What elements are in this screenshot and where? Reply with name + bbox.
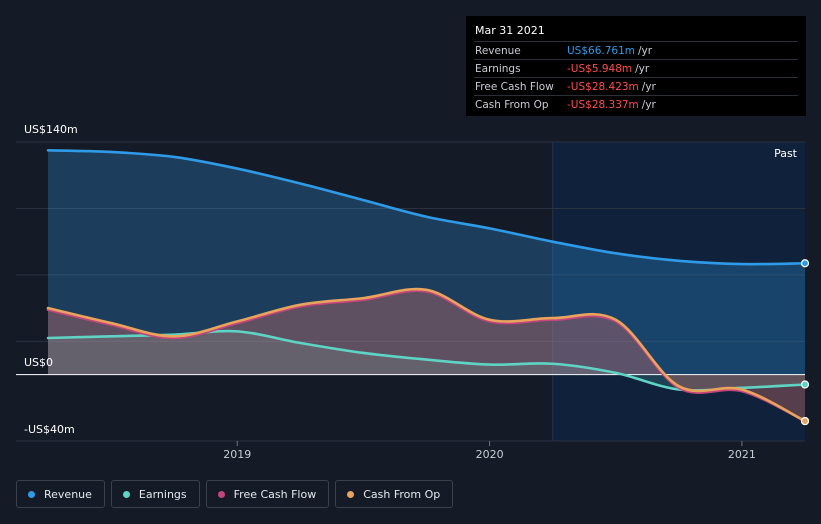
legend-label: Free Cash Flow	[233, 487, 317, 501]
legend: Revenue Earnings Free Cash Flow Cash Fro…	[16, 480, 454, 508]
tooltip-label: Cash From Op	[475, 98, 549, 111]
tooltip-unit: /yr	[641, 80, 656, 93]
earnings-endpoint-marker	[800, 380, 810, 389]
series-lines	[16, 149, 807, 423]
free-cash-flow-line	[46, 289, 807, 423]
grid	[16, 141, 805, 442]
tooltip-value: -US$28.337m	[567, 98, 639, 111]
legend-label: Cash From Op	[363, 487, 441, 501]
tooltip-value: US$66.761m	[567, 44, 635, 57]
tooltip-value: -US$28.423m	[567, 80, 639, 93]
y-axis-label-zero: US$0	[24, 356, 53, 369]
x-axis-ticks: 2019 2020 2021	[223, 441, 756, 461]
tooltip-date: Mar 31 2021	[475, 24, 545, 37]
tooltip-unit: /yr	[638, 44, 653, 57]
earnings-line	[46, 329, 807, 392]
tooltip-label: Revenue	[475, 44, 521, 57]
tooltip: Mar 31 2021 Revenue US$66.761m /yr Earni…	[466, 16, 806, 116]
tooltip-label: Earnings	[475, 62, 521, 75]
y-axis-label-top: US$140m	[24, 123, 78, 136]
legend-item-revenue[interactable]: Revenue	[16, 480, 105, 508]
legend-label: Revenue	[44, 487, 92, 501]
x-tick-label: 2020	[476, 448, 504, 461]
legend-item-earnings[interactable]: Earnings	[110, 480, 200, 508]
tooltip-unit: /yr	[635, 62, 650, 75]
cash-from-op-line	[46, 287, 807, 423]
x-tick-label: 2019	[223, 448, 251, 461]
cash-from-op-endpoint-marker	[800, 416, 810, 426]
tooltip-row-earnings: Earnings -US$5.948m /yr	[474, 59, 798, 77]
legend-label: Earnings	[138, 487, 187, 501]
legend-item-cash-from-op[interactable]: Cash From Op	[335, 480, 454, 508]
x-tick-label: 2021	[728, 448, 756, 461]
revenue-line	[46, 149, 807, 266]
series-markers	[800, 259, 810, 426]
chart: US$140m US$0 -US$40m Past 2019 2020 2021	[16, 123, 810, 461]
tooltip-unit: /yr	[641, 98, 656, 111]
legend-item-free-cash-flow[interactable]: Free Cash Flow	[205, 480, 330, 508]
past-region	[552, 142, 805, 441]
legend-dot	[347, 490, 355, 498]
tooltip-row-free-cash-flow: Free Cash Flow -US$28.423m /yr	[474, 77, 798, 95]
tooltip-value: -US$5.948m	[567, 62, 633, 75]
revenue-endpoint-marker	[800, 259, 810, 268]
past-label: Past	[774, 147, 798, 160]
legend-dot	[122, 490, 130, 498]
tooltip-row-cash-from-op: Cash From Op -US$28.337m /yr	[474, 95, 798, 113]
tooltip-label: Free Cash Flow	[475, 80, 554, 93]
y-axis-label-bottom: -US$40m	[24, 423, 75, 436]
legend-dot	[28, 490, 35, 498]
legend-dot	[217, 490, 225, 498]
tooltip-row-revenue: Revenue US$66.761m /yr	[474, 41, 798, 59]
